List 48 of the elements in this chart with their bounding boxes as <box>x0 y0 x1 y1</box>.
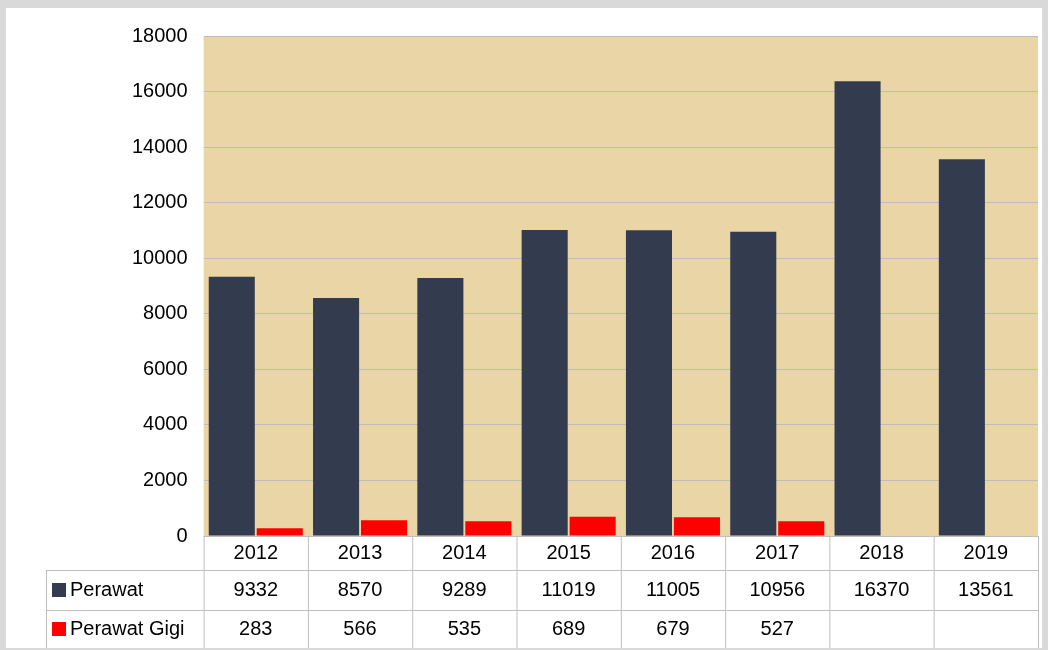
y-tick-label: 10000 <box>131 245 188 268</box>
x-tick-label: 2014 <box>442 540 487 563</box>
bar <box>778 521 825 536</box>
legend-label: Perawat <box>70 577 144 600</box>
data-label: 10956 <box>749 577 806 600</box>
data-label: 13561 <box>958 577 1014 600</box>
data-label: 689 <box>551 616 586 639</box>
y-tick-label: 2000 <box>143 467 188 490</box>
bar <box>208 276 255 536</box>
data-label: 566 <box>343 616 377 639</box>
data-label: 679 <box>656 616 690 639</box>
y-tick-label: 16000 <box>131 79 188 102</box>
x-tick-label: 2017 <box>755 540 800 563</box>
data-label: 8570 <box>337 577 383 600</box>
data-label: 11005 <box>645 577 701 600</box>
bar <box>361 520 408 536</box>
y-tick-label: 14000 <box>131 134 188 157</box>
bar <box>521 229 568 536</box>
data-label: 527 <box>760 616 794 639</box>
data-label: 16370 <box>853 577 910 600</box>
bar <box>256 528 303 536</box>
x-tick-label: 2012 <box>233 540 279 563</box>
bar <box>569 516 616 536</box>
y-tick-label: 4000 <box>143 412 188 435</box>
data-label: 535 <box>447 616 482 639</box>
bar <box>465 521 512 536</box>
y-tick-label: 8000 <box>143 301 188 324</box>
x-tick-label: 2019 <box>963 540 1009 563</box>
y-tick-label: 6000 <box>143 356 188 379</box>
data-label: 11019 <box>541 577 596 600</box>
bar <box>938 159 985 536</box>
x-tick-label: 2016 <box>650 540 696 563</box>
bar <box>417 277 464 536</box>
x-tick-label: 2015 <box>546 540 591 563</box>
legend-label: Perawat Gigi <box>70 616 185 639</box>
y-tick-label: 18000 <box>131 23 188 46</box>
bar <box>313 297 360 536</box>
data-label: 9289 <box>442 577 487 600</box>
data-label: 9332 <box>233 577 279 600</box>
bar <box>673 517 720 536</box>
data-label: 283 <box>239 616 273 639</box>
x-tick-label: 2013 <box>337 540 383 563</box>
bar <box>730 231 777 536</box>
y-tick-label: 0 <box>176 523 188 546</box>
x-tick-label: 2018 <box>859 540 904 563</box>
y-tick-label: 12000 <box>131 190 188 213</box>
bar <box>625 230 672 536</box>
bar <box>834 81 881 536</box>
